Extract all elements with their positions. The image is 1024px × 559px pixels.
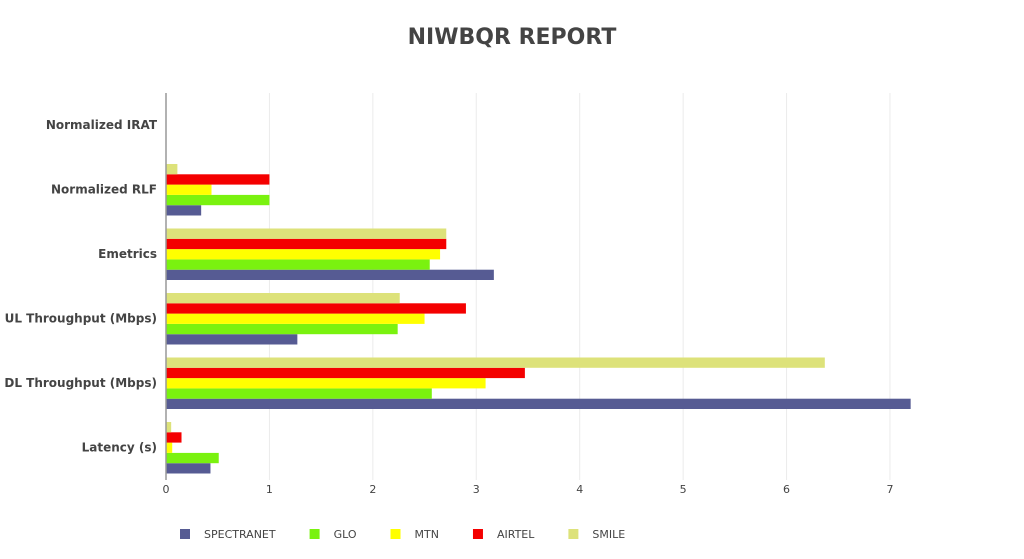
y-tick-label: Normalized RLF <box>51 182 157 196</box>
legend-label: SPECTRANET <box>204 528 276 541</box>
bar <box>166 313 425 324</box>
bar <box>166 249 441 260</box>
bar <box>166 388 432 399</box>
bar <box>166 398 911 409</box>
bar <box>166 452 219 464</box>
bar <box>166 259 430 270</box>
bar <box>166 205 202 216</box>
x-tick-label: 3 <box>473 483 480 496</box>
x-tick-label: 7 <box>886 483 893 496</box>
bar <box>166 228 447 239</box>
x-tick-label: 4 <box>576 483 583 496</box>
bar <box>166 463 211 474</box>
y-tick-label: DL Throughput (Mbps) <box>4 376 157 390</box>
bar <box>166 432 182 443</box>
legend-swatch <box>472 529 483 539</box>
x-tick-label: 6 <box>783 483 790 496</box>
x-tick-label: 1 <box>266 483 273 496</box>
x-tick-label: 0 <box>163 483 170 496</box>
legend-swatch <box>390 529 401 539</box>
legend-label: GLO <box>334 528 357 541</box>
y-tick-label: Emetrics <box>98 247 157 261</box>
x-tick-label: 5 <box>680 483 687 496</box>
x-tick-label: 2 <box>369 483 376 496</box>
legend-label: SMILE <box>592 528 625 541</box>
bar <box>166 357 825 368</box>
bar <box>166 184 212 195</box>
bar <box>166 303 466 314</box>
bar <box>166 367 525 379</box>
y-tick-label: UL Throughput (Mbps) <box>5 311 157 325</box>
legend-label: MTN <box>415 528 439 541</box>
bar <box>166 164 178 175</box>
bar <box>166 174 270 185</box>
legend-swatch <box>568 529 579 539</box>
y-tick-label: Latency (s) <box>82 440 157 454</box>
chart-title: NIWBQR REPORT <box>408 25 617 50</box>
y-tick-label: Normalized IRAT <box>46 118 158 132</box>
bar <box>166 378 486 389</box>
legend-swatch <box>309 529 320 539</box>
bar <box>166 269 494 280</box>
legend-swatch <box>180 529 190 539</box>
bar <box>166 293 400 304</box>
legend-label: AIRTEL <box>497 528 535 541</box>
bar <box>166 238 447 250</box>
bar <box>166 194 270 206</box>
bar <box>166 323 398 335</box>
bar <box>166 334 298 345</box>
bar <box>166 422 172 433</box>
bar <box>166 442 173 453</box>
